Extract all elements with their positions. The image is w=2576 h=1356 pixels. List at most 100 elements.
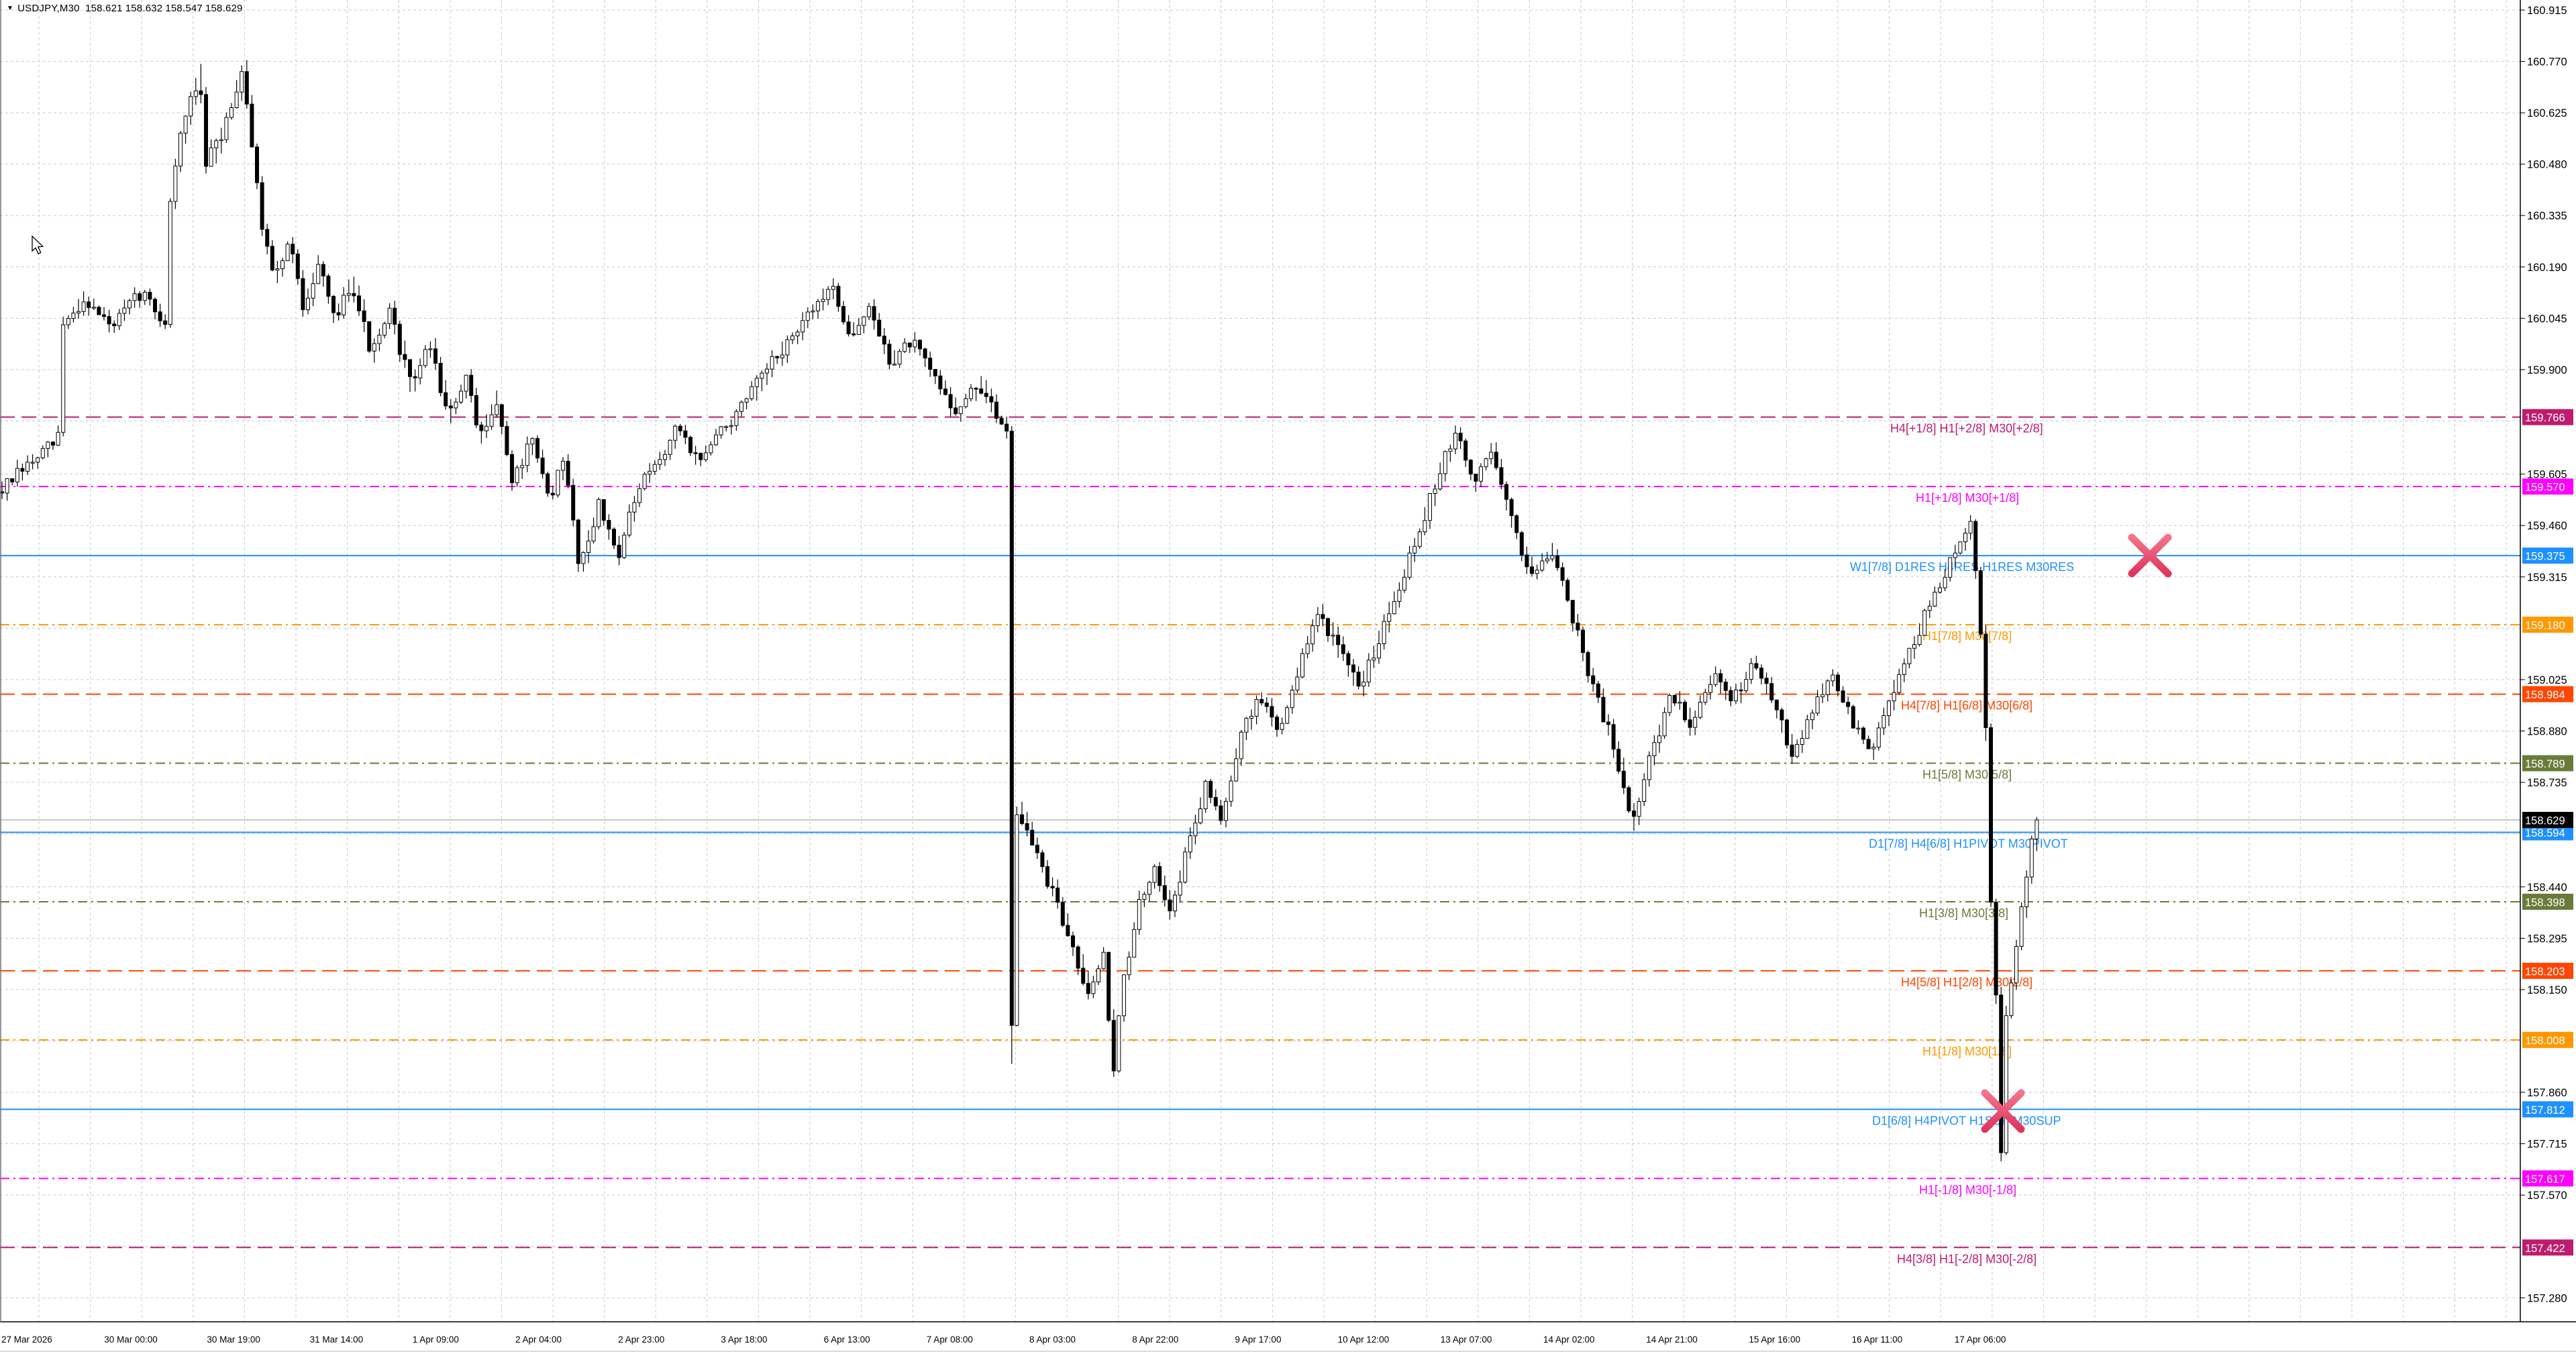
bull-candle (1122, 974, 1126, 1016)
bull-candle (454, 401, 458, 409)
bull-candle (1366, 660, 1371, 683)
mouse-cursor-icon (32, 235, 44, 255)
bull-candle (780, 354, 784, 358)
bear-candle (1463, 440, 1468, 461)
bear-candle (1836, 674, 1840, 692)
bull-candle (316, 264, 321, 284)
bull-candle (229, 107, 234, 118)
bull-candle (627, 511, 631, 535)
bull-candle (1423, 520, 1427, 533)
bull-candle (515, 467, 519, 484)
bull-candle (1448, 448, 1453, 452)
bull-candle (805, 311, 810, 321)
bear-candle (1341, 644, 1345, 654)
bear-candle (678, 425, 682, 431)
bull-candle (428, 348, 433, 350)
grid-lines (0, 0, 2520, 1322)
bull-candle (193, 90, 198, 97)
bear-candle (1162, 885, 1167, 900)
bull-candle (387, 307, 392, 324)
bull-candle (1407, 552, 1412, 578)
price-axis-labels: 160.915 160.770 160.625 160.480 160.335 160.1… (2520, 5, 2567, 1304)
bull-candle (91, 307, 96, 309)
price-badge (2522, 617, 2573, 633)
bear-candle (1004, 423, 1009, 432)
bear-candle (540, 458, 545, 474)
time-axis-label: 14 Apr 21:00 (1646, 1335, 1698, 1345)
bull-candle (862, 316, 866, 326)
bear-candle (836, 286, 841, 307)
bull-candle (632, 502, 637, 513)
bull-candle (1902, 663, 1906, 675)
price-badge (2522, 893, 2573, 910)
bear-candle (1458, 433, 1463, 441)
bull-candle (1285, 707, 1290, 724)
bull-candle (1662, 712, 1667, 737)
symbol-dropdown-arrow-icon[interactable]: ▼ (7, 5, 14, 12)
bull-candle (1734, 689, 1738, 702)
murrey-line-label: H1[+1/8] M30[+1/8] (1916, 491, 2019, 505)
price-axis-badges: 159.766 159.570 159.375 159.180 158.984 158.7… (2522, 409, 2573, 1256)
bull-candle (1305, 643, 1310, 654)
bear-candle (1264, 702, 1269, 707)
bear-candle (933, 368, 937, 376)
bear-candle (1086, 983, 1090, 994)
bear-candle (255, 146, 259, 183)
bear-candle (846, 321, 851, 335)
bull-candle (1744, 679, 1749, 691)
murrey-levels[interactable] (0, 416, 2520, 1249)
x-marker-upper-icon[interactable] (2128, 533, 2172, 578)
bear-candle (943, 388, 947, 395)
bull-candle (1137, 899, 1141, 930)
bear-candle (1025, 823, 1029, 831)
bull-candle (913, 340, 917, 348)
bull-candle (1489, 452, 1494, 460)
bull-candle (342, 295, 346, 315)
bear-candle (688, 437, 692, 454)
bull-candle (1382, 621, 1386, 645)
bull-candle (1290, 689, 1294, 709)
bull-candle (1193, 822, 1198, 837)
bull-candle (40, 448, 45, 458)
bull-candle (1127, 956, 1131, 976)
bull-candle (831, 286, 835, 290)
bull-candle (770, 356, 774, 370)
bear-candle (1356, 672, 1361, 687)
bull-candle (1540, 560, 1545, 571)
bear-candle (153, 299, 157, 313)
bear-candle (693, 452, 698, 454)
murrey-line-label: H4[7/8] H1[6/8] M30[6/8] (1901, 699, 2032, 713)
bull-candle (178, 132, 183, 166)
bull-candle (46, 441, 50, 449)
bull-candle (1647, 755, 1651, 780)
murrey-line-label: H1[7/8] M30[7/8] (1922, 629, 2012, 643)
bear-candle (571, 484, 576, 521)
bear-candle (1336, 635, 1341, 645)
bull-candle (1703, 692, 1708, 702)
bull-candle (372, 343, 376, 352)
bear-candle (331, 296, 336, 313)
bull-candle (801, 320, 805, 333)
time-axis-label: 2 Apr 23:00 (618, 1335, 664, 1345)
bull-candle (418, 365, 423, 378)
price-badge-value: 158.629 (2525, 815, 2565, 827)
bull-candle (183, 115, 188, 134)
bull-candle (958, 406, 963, 415)
bear-candle (474, 395, 478, 425)
bull-candle (856, 325, 861, 335)
bear-candle (1468, 460, 1473, 475)
bull-candle (25, 462, 30, 472)
time-axis-label: 1 Apr 09:00 (413, 1335, 459, 1345)
bear-candle (1581, 629, 1585, 654)
x-marker-lower-icon[interactable] (1981, 1089, 2025, 1133)
bull-candle (1968, 521, 1973, 534)
bull-candle (703, 452, 708, 460)
price-tick-label: 160.480 (2527, 159, 2567, 171)
bear-candle (1769, 683, 1774, 700)
bull-candle (760, 372, 764, 379)
bear-candle (841, 306, 845, 323)
bear-candle (907, 342, 912, 348)
bull-candle (1933, 592, 1937, 607)
